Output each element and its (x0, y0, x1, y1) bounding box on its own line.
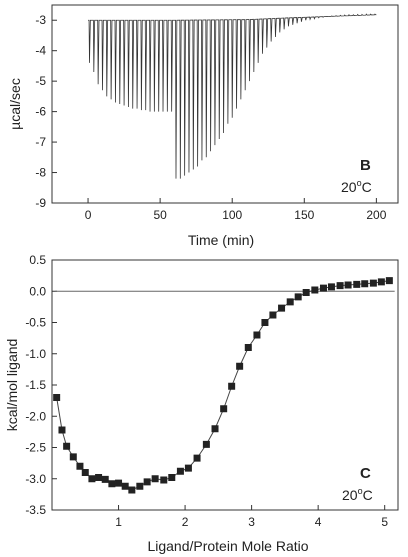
panel-b-xtick-label: 100 (222, 208, 242, 222)
panel-c-ytick-label: -1.5 (25, 378, 46, 392)
panel-c-data-point (53, 394, 61, 401)
panel-b-temp-unit: C (362, 179, 372, 195)
panel-c-data-point (160, 476, 168, 484)
panel-c-xlabel: Ligand/Protein Mole Ratio (147, 538, 308, 554)
panel-c-data-point (115, 479, 123, 487)
panel-b-raw-heat: 0 50 100 150 200 -3 -4 -5 -6 -7 -8 -9 B 20oC Time (… (7, 4, 399, 248)
panel-b-ytick-label: -6 (35, 105, 46, 119)
panel-c-data-point (286, 298, 294, 306)
panel-c-data-point (236, 362, 244, 370)
panel-c-tick-labels: 1 2 3 4 5 0.5 0.0 -0.5 -1.0 -1.5 -2.0 -2.5 -3.0 -3.5 (25, 253, 388, 529)
panel-b-xlabel: Time (min) (188, 232, 254, 248)
panel-b-temp-sup: o (357, 178, 362, 188)
panel-c-data-point (278, 304, 286, 312)
panel-c-label: C (360, 465, 371, 482)
panel-c-frame (51, 259, 399, 511)
panel-c-data-point (108, 480, 116, 488)
panel-c-data-point (269, 311, 277, 319)
panel-c-temp-sup: o (358, 486, 363, 496)
panel-c-data-point (336, 282, 344, 290)
panel-c-data-point (361, 280, 369, 288)
panel-c-data-point (319, 284, 327, 292)
panel-c-ylabel: kcal/mol ligand (4, 339, 20, 432)
panel-b-trace (88, 13, 377, 179)
panel-b-ylabel: µcal/sec (7, 78, 23, 130)
panel-c-data-point (353, 280, 361, 288)
panel-c-temp-unit: C (363, 487, 373, 503)
panel-c-data-point (101, 475, 109, 483)
panel-c-data-point (81, 469, 89, 476)
panel-c-ytick-label: -3.0 (25, 472, 46, 486)
panel-c-data-point (63, 442, 71, 450)
panel-c-ytick-label: -3.5 (25, 503, 46, 517)
panel-b-xtick-label: 0 (85, 208, 92, 222)
panel-b-label: B (360, 157, 371, 174)
panel-c-xtick-label: 4 (315, 515, 322, 529)
panel-c-temperature: 20oC (342, 486, 373, 503)
panel-c-data-point (193, 454, 201, 462)
panel-c-data-point (228, 382, 236, 390)
panel-c-data-point (344, 281, 352, 289)
panel-b-frame (51, 4, 399, 204)
panel-c-data-point (168, 474, 176, 481)
panel-c-ytick-label: -2.0 (25, 409, 46, 423)
panel-c-data-point (95, 474, 103, 481)
panel-c-xtick-label: 5 (381, 515, 388, 529)
panel-c-data-point (211, 425, 219, 433)
panel-c-data-point (202, 440, 210, 448)
panel-c-binding-isotherm: 1 2 3 4 50.50.0-0.5-1.0-1.5-2.0-2.5-3.0-3.5 … (4, 253, 399, 554)
panel-c-xtick-label: 2 (182, 515, 189, 529)
panel-b-ytick-label: -9 (35, 196, 46, 210)
panel-c-temp-value: 20 (342, 487, 358, 503)
panel-c-data-point (261, 319, 269, 326)
panel-b-tick-labels: 0 50 100 150 200 -3 -4 -5 -6 -7 -8 -9 (35, 13, 386, 222)
panel-c-data-point (327, 283, 335, 291)
panel-b-xtick-label: 50 (153, 208, 167, 222)
panel-c-data-point (69, 453, 77, 461)
panel-c-data-point (253, 331, 261, 339)
panel-c-data-point (128, 486, 136, 494)
panel-c-ticks (52, 259, 386, 511)
panel-b-ytick-label: -4 (35, 44, 46, 58)
panel-c-data-point (136, 482, 144, 490)
panel-c-data-point (311, 286, 319, 294)
panel-c-data-point (88, 475, 96, 483)
panel-c-data-point (369, 279, 377, 287)
panel-c-data-point (377, 278, 385, 286)
panel-c-ytick-label: 0.5 (29, 253, 46, 267)
panel-c-ytick-label: -1.0 (25, 347, 46, 361)
panel-b-ytick-label: -7 (35, 135, 46, 149)
panel-c-data-point (121, 482, 129, 490)
panel-c-fit-line (56, 280, 390, 491)
panel-b-temperature: 20oC (341, 178, 372, 195)
panel-c-data-point (76, 462, 84, 470)
panel-c-data-point (184, 464, 192, 472)
panel-c-data-point (385, 277, 393, 285)
panel-b-xtick-label: 150 (294, 208, 314, 222)
panel-c-data-point (176, 467, 184, 475)
panel-b-ytick-label: -3 (35, 13, 46, 27)
panel-c-points (53, 277, 393, 494)
panel-c-data-point (294, 293, 302, 301)
panel-b-temp-value: 20 (341, 179, 357, 195)
panel-c-ytick-label: -0.5 (25, 316, 46, 330)
panel-c-data-point (143, 478, 151, 486)
panel-c-data-point (244, 344, 252, 351)
panel-b-ticks (52, 19, 377, 204)
panel-c-xtick-label: 1 (115, 515, 122, 529)
panel-b-ytick-label: -5 (35, 74, 46, 88)
panel-c-data-point (220, 405, 228, 413)
panel-c-xtick-label: 3 (248, 515, 255, 529)
panel-c-data-point (58, 426, 66, 434)
panel-c-data-point (302, 289, 310, 296)
panel-b-ytick-label: -8 (35, 166, 46, 180)
panel-b-xtick-label: 200 (366, 208, 386, 222)
panel-c-ytick-label: 0.0 (29, 284, 46, 298)
panel-c-ytick-label: -2.5 (25, 441, 46, 455)
panel-c-data-point (151, 475, 159, 483)
